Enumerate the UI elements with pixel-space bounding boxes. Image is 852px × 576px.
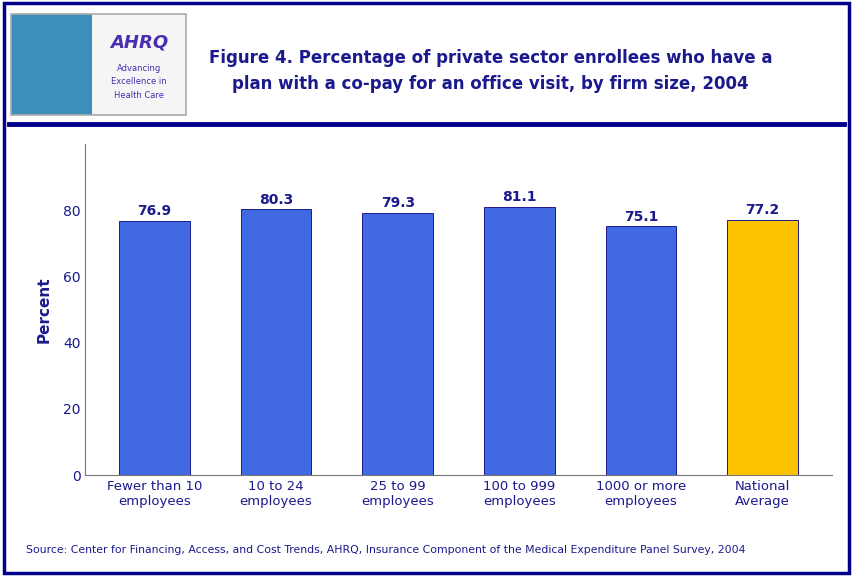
Text: Advancing: Advancing: [117, 65, 161, 73]
Text: 76.9: 76.9: [137, 204, 171, 218]
Text: 77.2: 77.2: [745, 203, 779, 217]
Text: plan with a co-pay for an office visit, by firm size, 2004: plan with a co-pay for an office visit, …: [232, 74, 748, 93]
Bar: [605, 226, 676, 475]
Text: Excellence in: Excellence in: [111, 77, 167, 86]
Text: Figure 4. Percentage of private sector enrollees who have a: Figure 4. Percentage of private sector e…: [209, 48, 771, 67]
Text: Source: Center for Financing, Access, and Cost Trends, AHRQ, Insurance Component: Source: Center for Financing, Access, an…: [26, 545, 744, 555]
Text: 81.1: 81.1: [502, 190, 536, 204]
Bar: [240, 209, 311, 475]
Text: 80.3: 80.3: [259, 193, 293, 207]
Text: AHRQ: AHRQ: [110, 33, 168, 52]
Text: Health Care: Health Care: [114, 90, 164, 100]
Text: 75.1: 75.1: [623, 210, 657, 224]
Text: 79.3: 79.3: [380, 196, 414, 210]
Bar: [727, 219, 797, 475]
Bar: [119, 221, 189, 475]
Bar: [483, 207, 554, 475]
Bar: [362, 213, 433, 475]
Y-axis label: Percent: Percent: [37, 276, 52, 343]
